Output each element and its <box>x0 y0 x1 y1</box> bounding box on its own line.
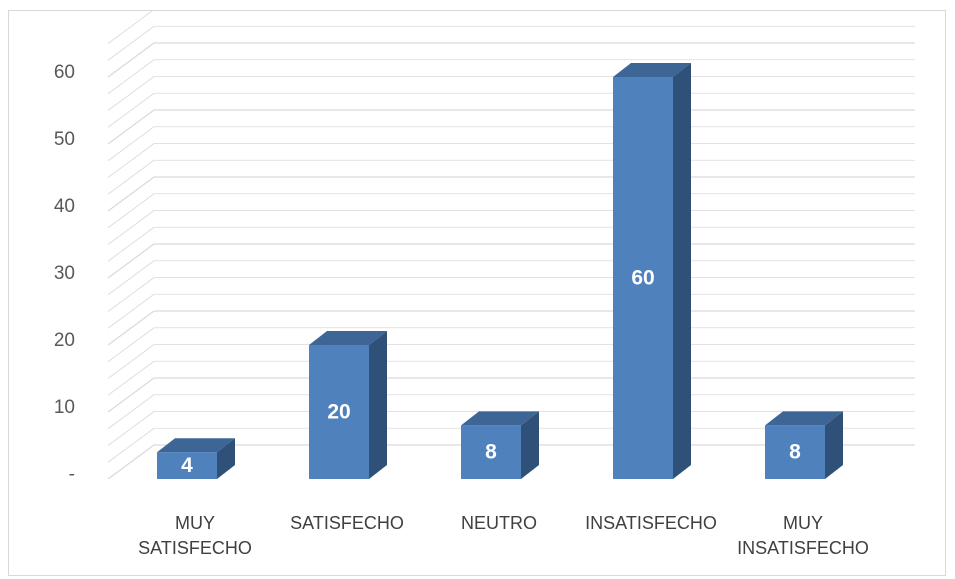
y-tick-label: 20 <box>54 330 75 351</box>
category-label: INSATISFECHO <box>585 513 717 533</box>
gridline-side <box>107 226 155 262</box>
bars <box>157 63 843 479</box>
bar-top <box>765 411 843 426</box>
bar-front <box>309 345 369 479</box>
gridline-side <box>107 76 155 111</box>
y-tick-label: 40 <box>54 196 75 217</box>
category-label-line: MUY <box>783 513 823 533</box>
gridline-side <box>107 11 153 44</box>
gridline-side <box>107 42 155 78</box>
bar-top <box>157 438 235 453</box>
gridline-side <box>107 25 155 61</box>
data-labels: 4 20 8 60 8 <box>181 267 801 478</box>
category-label-line: SATISFECHO <box>290 513 404 533</box>
category-label: MUY INSATISFECHO <box>737 513 869 558</box>
y-tick-label: - <box>69 464 75 485</box>
gridline-side <box>107 310 155 346</box>
bar-chart: - 10 20 30 40 50 60 4 20 8 60 8 MUY SATISFECHO SATIS… <box>54 11 915 558</box>
bar-side <box>369 331 387 479</box>
bar <box>765 411 843 479</box>
bar-front <box>613 77 673 479</box>
chart-frame: - 10 20 30 40 50 60 4 20 8 60 8 MUY SATISFECHO SATIS… <box>8 10 946 576</box>
gridline-side <box>107 427 155 463</box>
data-label: 8 <box>485 441 497 464</box>
gridline-side <box>107 360 155 396</box>
gridline-side <box>107 444 155 480</box>
bar-side <box>825 411 843 479</box>
bar-side <box>521 411 539 479</box>
bar-top <box>461 411 539 426</box>
gridline-side <box>107 394 155 430</box>
category-label-line: INSATISFECHO <box>737 538 869 558</box>
gridline-side <box>107 411 155 446</box>
gridline-side <box>107 176 155 212</box>
data-label: 60 <box>631 267 654 290</box>
category-label-line: SATISFECHO <box>138 538 252 558</box>
x-axis-categories: MUY SATISFECHO SATISFECHO NEUTRO INSATISFECH… <box>138 513 869 558</box>
gridline-side <box>107 293 155 329</box>
category-label-line: MUY <box>175 513 215 533</box>
bar <box>157 438 235 479</box>
data-label: 20 <box>327 401 350 424</box>
data-label: 4 <box>181 454 193 477</box>
bar <box>461 411 539 479</box>
bar-front <box>157 452 217 479</box>
gridline-side <box>107 143 155 178</box>
bar-side <box>673 63 691 479</box>
bar-front <box>765 425 825 479</box>
gridline-side <box>107 210 155 245</box>
category-label-line: INSATISFECHO <box>585 513 717 533</box>
y-tick-label: 50 <box>54 129 75 150</box>
category-label: NEUTRO <box>461 513 537 533</box>
y-tick-label: 10 <box>54 397 75 418</box>
gridline-side <box>107 193 155 229</box>
category-label-line: NEUTRO <box>461 513 537 533</box>
bar <box>309 331 387 479</box>
bar-front <box>461 425 521 479</box>
gridline-side <box>107 126 155 162</box>
gridline-side <box>107 277 155 312</box>
gridline-side <box>107 344 155 379</box>
bar <box>613 63 691 479</box>
gridlines <box>107 11 915 480</box>
y-tick-label: 60 <box>54 62 75 83</box>
bar-top <box>309 331 387 345</box>
gridline-side <box>107 377 155 413</box>
category-label: SATISFECHO <box>290 513 404 533</box>
y-tick-label: 30 <box>54 263 75 284</box>
gridline-side <box>107 59 155 95</box>
gridline-side <box>107 327 155 363</box>
bar-top <box>613 63 691 77</box>
gridline-side <box>107 159 155 195</box>
gridline-side <box>107 243 155 279</box>
gridline-side <box>107 260 155 296</box>
bar-side <box>217 438 235 479</box>
gridline-side <box>107 92 155 128</box>
data-label: 8 <box>789 441 801 464</box>
category-label: MUY SATISFECHO <box>138 513 252 558</box>
y-axis-ticks: - 10 20 30 40 50 60 <box>54 62 75 485</box>
gridline-side <box>107 109 155 145</box>
